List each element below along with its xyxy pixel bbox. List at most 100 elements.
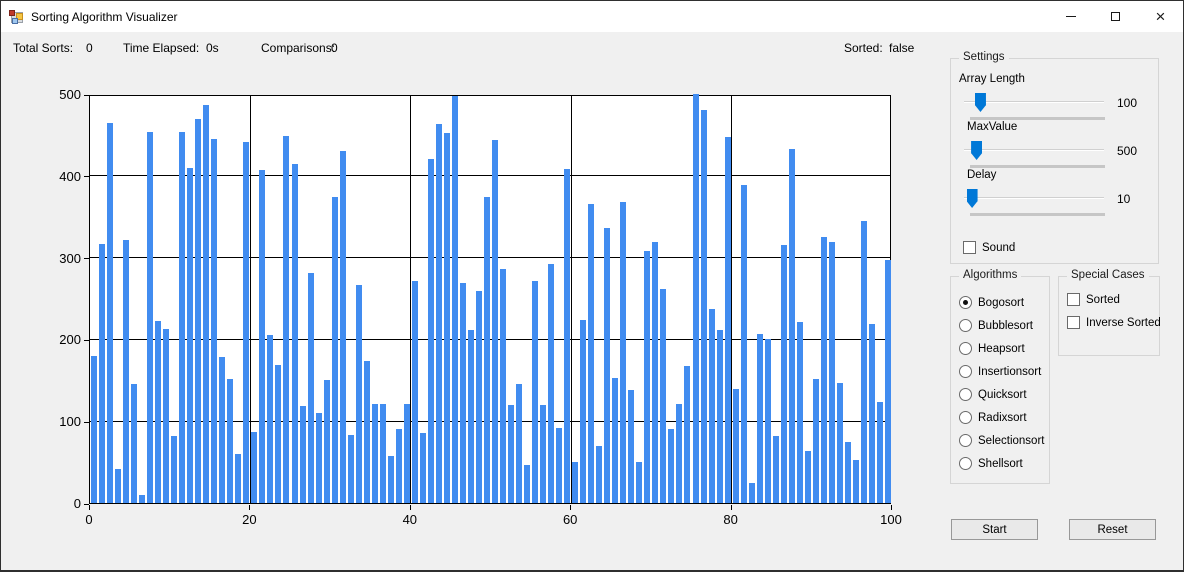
window-title: Sorting Algorithm Visualizer bbox=[31, 9, 178, 24]
maximize-button[interactable] bbox=[1093, 1, 1138, 32]
algorithm-option-quicksort[interactable]: Quicksort bbox=[959, 387, 1027, 402]
chart-bar bbox=[844, 442, 851, 503]
chart-bar bbox=[387, 455, 394, 503]
radio-icon[interactable] bbox=[959, 342, 972, 355]
chart-bar bbox=[724, 137, 731, 503]
chart-bar bbox=[419, 433, 426, 503]
chart-bar bbox=[524, 464, 531, 503]
title-bar: Sorting Algorithm Visualizer × bbox=[1, 1, 1183, 32]
algorithm-option-bubblesort[interactable]: Bubblesort bbox=[959, 318, 1033, 333]
algorithm-option-insertionsort[interactable]: Insertionsort bbox=[959, 364, 1041, 379]
chart-bar bbox=[852, 460, 859, 503]
chart-bar bbox=[636, 462, 643, 503]
chart-bar bbox=[868, 323, 875, 503]
radio-icon[interactable] bbox=[959, 411, 972, 424]
sound-checkbox-row[interactable]: Sound bbox=[963, 240, 1015, 255]
chart-bar bbox=[628, 390, 635, 503]
chart-bar bbox=[780, 244, 787, 503]
y-axis-tick bbox=[84, 339, 89, 341]
checkbox-icon[interactable] bbox=[1067, 316, 1080, 329]
minimize-button[interactable] bbox=[1048, 1, 1093, 32]
total-sorts-label: Total Sorts: bbox=[13, 41, 74, 55]
chart-bar bbox=[427, 159, 434, 503]
slider-track[interactable] bbox=[964, 197, 1104, 199]
radio-icon[interactable] bbox=[959, 434, 972, 447]
chart-bar bbox=[732, 389, 739, 503]
slider-label: Delay bbox=[967, 169, 997, 181]
algorithm-option-heapsort[interactable]: Heapsort bbox=[959, 341, 1025, 356]
chart-bar bbox=[692, 94, 699, 503]
slider-thumb[interactable] bbox=[974, 93, 986, 112]
chart-bar bbox=[812, 378, 819, 503]
slider-track[interactable] bbox=[964, 101, 1104, 103]
chart-bar bbox=[820, 237, 827, 503]
algorithm-option-shellsort[interactable]: Shellsort bbox=[959, 456, 1023, 471]
special-case-inverse-sorted[interactable]: Inverse Sorted bbox=[1067, 315, 1161, 330]
chart-bar bbox=[540, 404, 547, 503]
settings-group-title: Settings bbox=[959, 51, 1009, 63]
chart-bar bbox=[379, 404, 386, 503]
y-axis-label: 100 bbox=[59, 414, 81, 430]
chart-bar bbox=[315, 413, 322, 503]
chart-bar bbox=[596, 445, 603, 503]
y-axis-tick bbox=[84, 94, 89, 96]
slider-thumb[interactable] bbox=[966, 189, 978, 208]
v-gridline bbox=[410, 96, 412, 503]
slider-value: 100 bbox=[1117, 96, 1138, 110]
checkbox-icon[interactable] bbox=[1067, 293, 1080, 306]
radio-icon[interactable] bbox=[959, 365, 972, 378]
chart-bar bbox=[459, 282, 466, 503]
radio-icon[interactable] bbox=[959, 388, 972, 401]
radio-icon[interactable] bbox=[959, 457, 972, 470]
chart-bar bbox=[828, 242, 835, 503]
slider-value: 10 bbox=[1117, 192, 1131, 206]
reset-button[interactable]: Reset bbox=[1069, 519, 1156, 540]
slider-track[interactable] bbox=[964, 149, 1104, 151]
y-axis-label: 500 bbox=[59, 87, 81, 102]
comparisons-label: Comparisons: bbox=[261, 41, 336, 55]
sorted-label: Sorted: bbox=[844, 41, 883, 55]
v-gridline bbox=[731, 96, 733, 503]
x-axis-tick bbox=[891, 505, 892, 510]
slider-thumb[interactable] bbox=[971, 141, 983, 160]
chart-bar bbox=[556, 427, 563, 503]
chart-bar bbox=[660, 288, 667, 503]
chart-bar bbox=[355, 284, 362, 503]
chart-bar bbox=[500, 269, 507, 503]
special-case-sorted[interactable]: Sorted bbox=[1067, 292, 1120, 307]
chart-bar bbox=[836, 382, 843, 503]
algorithm-option-label: Heapsort bbox=[978, 342, 1025, 355]
chart-bar bbox=[395, 428, 402, 503]
algorithm-option-label: Bubblesort bbox=[978, 319, 1033, 332]
chart-bar bbox=[411, 281, 418, 503]
algorithm-option-radixsort[interactable]: Radixsort bbox=[959, 410, 1027, 425]
y-axis-tick bbox=[84, 421, 89, 423]
close-button[interactable]: × bbox=[1138, 1, 1183, 32]
chart-bar bbox=[211, 139, 218, 503]
sound-checkbox-label: Sound bbox=[982, 241, 1016, 254]
chart-bar bbox=[323, 380, 330, 503]
algorithm-option-label: Selectionsort bbox=[978, 434, 1045, 447]
chart-bar bbox=[860, 220, 867, 503]
chart-bar bbox=[203, 105, 210, 503]
chart-bar bbox=[227, 378, 234, 503]
start-button[interactable]: Start bbox=[951, 519, 1038, 540]
chart-bar bbox=[804, 451, 811, 503]
chart-bar bbox=[716, 329, 723, 503]
special-case-label: Sorted bbox=[1086, 293, 1120, 306]
chart-bar bbox=[259, 170, 266, 503]
chart-bar bbox=[508, 404, 515, 503]
x-axis-label: 0 bbox=[85, 512, 93, 527]
algorithm-option-selectionsort[interactable]: Selectionsort bbox=[959, 433, 1044, 448]
algorithm-option-bogosort[interactable]: Bogosort bbox=[959, 295, 1024, 310]
sound-checkbox-icon[interactable] bbox=[963, 241, 976, 254]
radio-icon[interactable] bbox=[959, 296, 972, 309]
x-axis-label: 40 bbox=[402, 512, 418, 527]
chart-bar bbox=[107, 123, 114, 503]
algorithm-option-label: Shellsort bbox=[978, 457, 1023, 470]
time-elapsed-value: 0s bbox=[206, 41, 219, 55]
x-axis-tick bbox=[249, 505, 251, 510]
h-gridline bbox=[90, 338, 890, 340]
time-elapsed-label: Time Elapsed: bbox=[123, 41, 200, 55]
radio-icon[interactable] bbox=[959, 319, 972, 332]
